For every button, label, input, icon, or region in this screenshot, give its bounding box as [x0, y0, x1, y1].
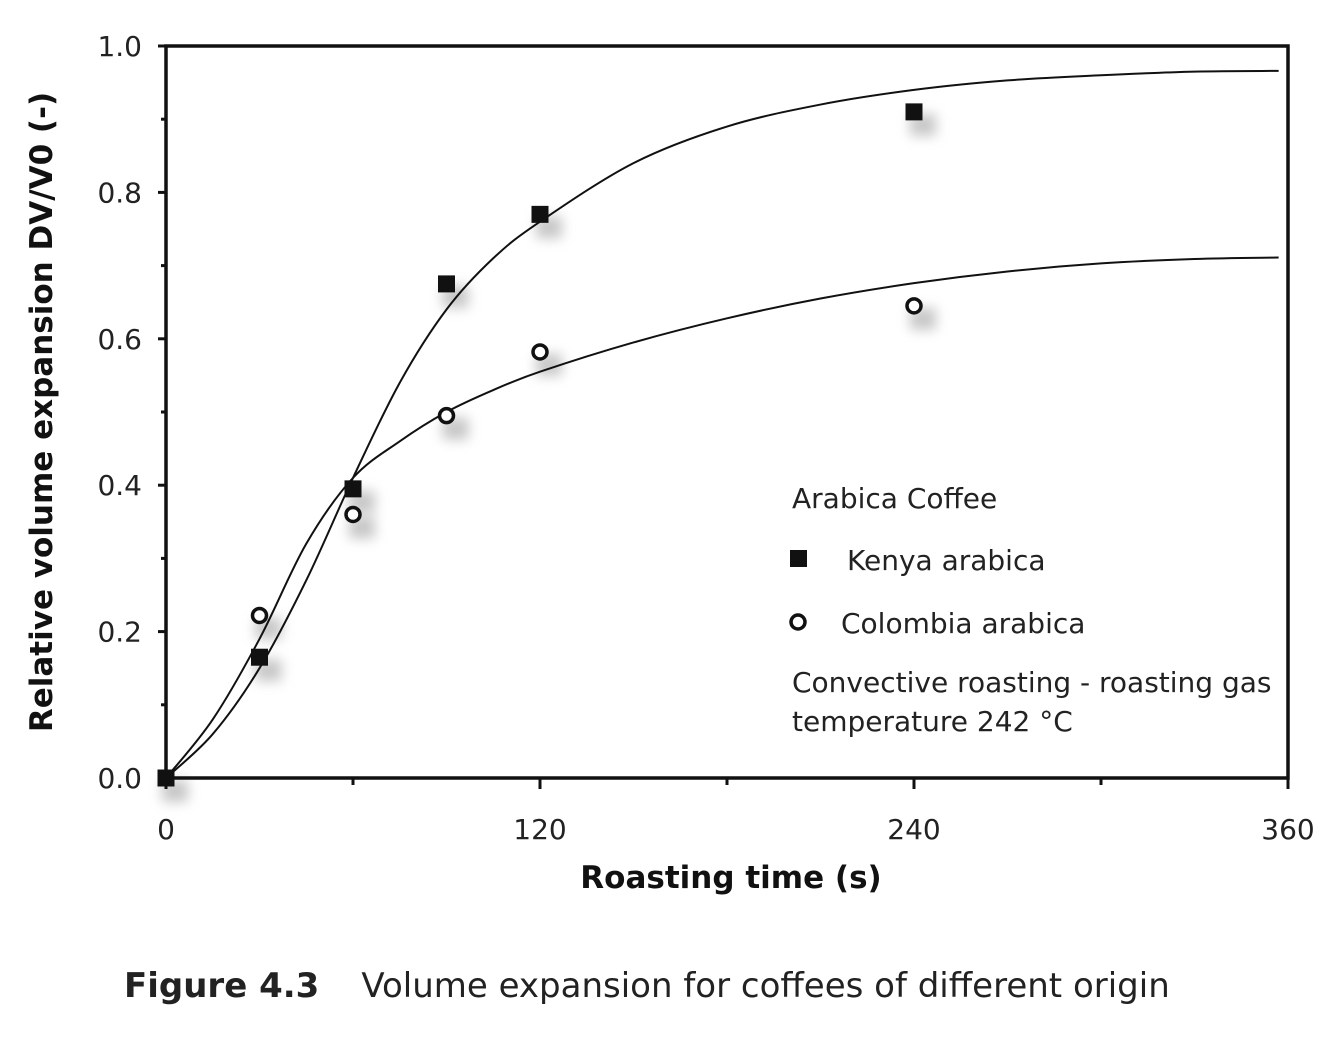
data-point-colombia [344, 505, 362, 524]
y-tick-label: 1.0 [97, 30, 142, 63]
legend-title: Arabica Coffee [792, 482, 997, 515]
y-axis-title: Relative volume expansion DV/V0 (-) [24, 92, 60, 732]
y-tick-label: 0.8 [97, 176, 142, 209]
data-point-colombia [250, 606, 269, 625]
data-point-kenya [531, 205, 549, 223]
legend: Arabica Coffee Kenya arabica Colombia ar… [789, 482, 1272, 738]
legend-marker-colombia [789, 613, 807, 631]
x-tick-label: 360 [1261, 813, 1314, 846]
legend-label-colombia: Colombia arabica [841, 607, 1085, 640]
data-point-colombia [437, 406, 456, 425]
x-tick-label: 240 [887, 813, 940, 846]
data-point-kenya [251, 648, 268, 666]
y-tick-label: 0.2 [97, 616, 142, 649]
y-tick-label: 0.4 [97, 469, 142, 502]
note-line-1: Convective roasting - roasting gas [792, 666, 1272, 699]
figure-label: Figure 4.3 [124, 966, 320, 1006]
figure-caption-text: Volume expansion for coffees of differen… [361, 966, 1170, 1006]
data-point-colombia [531, 343, 549, 361]
tick-labels: 0.0 0.2 0.4 0.6 0.8 1.0 0 120 240 360 [97, 30, 1314, 846]
note-line-2: temperature 242 °C [792, 705, 1073, 738]
x-tick-label: 0 [157, 813, 175, 846]
data-point-kenya [905, 103, 923, 121]
data-point-colombia [905, 297, 923, 315]
y-tick-label: 0.6 [97, 323, 142, 356]
fit-curve-kenya [165, 69, 1279, 779]
fit-curve-colombia [165, 256, 1279, 779]
fit-curves [165, 69, 1279, 779]
legend-label-kenya: Kenya arabica [847, 544, 1046, 577]
y-tick-label: 0.0 [97, 762, 142, 795]
legend-marker-kenya [790, 550, 807, 567]
data-point-kenya [438, 275, 455, 293]
data-point-kenya [344, 480, 362, 498]
data-markers [157, 103, 923, 787]
data-point-kenya [157, 769, 175, 787]
figure-caption: Figure 4.3 Volume expansion for coffees o… [124, 966, 1170, 1006]
x-axis-title: Roasting time (s) [580, 860, 881, 896]
x-tick-label: 120 [513, 813, 566, 846]
